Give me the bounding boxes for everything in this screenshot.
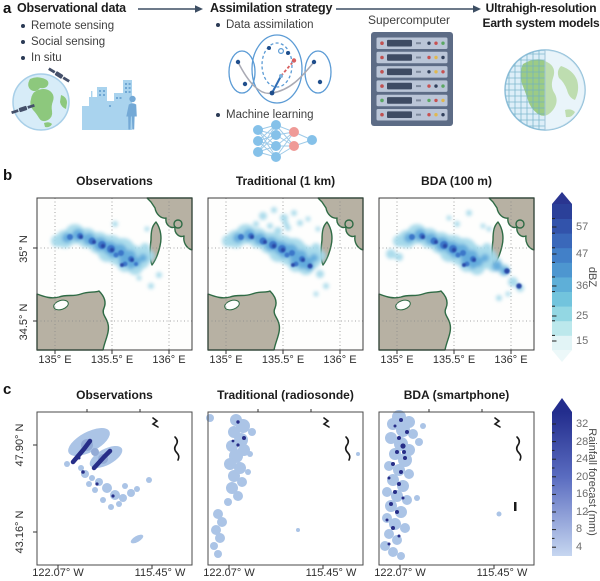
rain-tick-4: 4: [576, 541, 583, 553]
x-tick-label: 115.45° W: [476, 567, 528, 579]
list-item: Social sensing: [21, 34, 114, 50]
assimilation-item-da: Data assimilation: [216, 17, 314, 33]
satellite-icon: [11, 103, 35, 115]
x-tick-label: 135.5° E: [432, 354, 476, 366]
satellite-icon: [48, 67, 70, 83]
bullet-icon: [21, 56, 25, 60]
assimilation-item-ml: Machine learning: [216, 107, 314, 123]
rainfall-colorbar: [552, 398, 572, 556]
x-tick-label: 135.5° E: [261, 354, 305, 366]
server-rack-icon: [371, 32, 453, 126]
x-tick-label: 122.07° W: [203, 567, 255, 579]
list-item-label: Data assimilation: [226, 19, 314, 31]
map-b-bda: [378, 197, 535, 354]
rain-tick-8: 8: [576, 523, 583, 535]
list-item: Data assimilation: [216, 17, 314, 33]
list-item-label: Machine learning: [226, 109, 314, 121]
b-y-tick-35N: 35° N: [18, 235, 30, 263]
dbz-tick-36: 36: [576, 280, 589, 292]
x-tick-label: 122.07° W: [32, 567, 84, 579]
x-tick-label: 135° E: [209, 354, 243, 366]
panel-c-label: c: [3, 381, 12, 398]
assimilation-strategy-title: Assimilation strategy: [210, 1, 333, 15]
bullet-icon: [21, 40, 25, 44]
map-b2-x-axis: 135° E 135.5° E 136° E: [208, 354, 363, 368]
models-title: Ultrahigh-resolution Earth system models: [482, 1, 600, 31]
bullet-icon: [216, 113, 220, 117]
flow-arrow-icon: [336, 5, 481, 13]
neural-network-icon: [253, 120, 317, 162]
x-tick-label: 136° E: [494, 354, 528, 366]
city-sensing-icon: [82, 80, 137, 130]
bullet-icon: [216, 23, 220, 27]
dbz-colorbar: [552, 192, 572, 362]
person-icon: [126, 95, 137, 130]
map-c1-title: Observations: [76, 388, 153, 402]
map-c2-title: Traditional (radiosonde): [217, 388, 354, 402]
list-item-label: Remote sensing: [31, 20, 115, 32]
dbz-unit-label: dBZ: [586, 266, 598, 288]
x-tick-label: 135° E: [380, 354, 414, 366]
rain-tick-12: 12: [576, 506, 589, 518]
map-c1-x-axis: 122.07° W 115.45° W: [32, 567, 192, 581]
panel-b-label: b: [3, 167, 13, 184]
b-y-tick-34.5N: 34.5° N: [18, 303, 30, 341]
dbz-tick-47: 47: [576, 248, 589, 260]
list-item-label: Social sensing: [31, 36, 106, 48]
map-c-observations: [33, 409, 193, 569]
observational-data-list: Remote sensing Social sensing In situ: [21, 18, 114, 66]
x-tick-label: 122.07° W: [374, 567, 426, 579]
bullet-icon: [21, 24, 25, 28]
x-tick-label: 136° E: [152, 354, 186, 366]
x-tick-label: 115.45° W: [305, 567, 357, 579]
map-c-traditional: [206, 409, 364, 569]
dbz-tick-15: 15: [576, 335, 589, 347]
dbz-tick-57: 57: [576, 221, 589, 233]
list-item: Machine learning: [216, 107, 314, 123]
dbz-tick-25: 25: [576, 310, 589, 322]
list-item: In situ: [21, 50, 114, 66]
map-b2-title: Traditional (1 km): [235, 174, 336, 188]
rain-tick-20: 20: [576, 471, 589, 483]
map-c3-title: BDA (smartphone): [403, 388, 510, 402]
x-tick-label: 115.45° W: [134, 567, 186, 579]
x-tick-label: 135.5° E: [90, 354, 134, 366]
map-b1-x-axis: 135° E 135.5° E 136° E: [37, 354, 192, 368]
map-b-traditional: [207, 197, 364, 354]
map-b1-title: Observations: [76, 174, 153, 188]
ensemble-ellipses-icon: [228, 34, 332, 104]
rainfall-unit-label: Rainfall forecast (mm): [586, 428, 598, 536]
map-c-bda: [378, 409, 535, 569]
map-b-observations: [33, 197, 193, 354]
observational-data-title: Observational data: [17, 1, 126, 15]
gridded-globe-icon: [504, 49, 586, 131]
models-title-line2: Earth system models: [482, 16, 600, 30]
rain-tick-24: 24: [576, 453, 589, 465]
c-y-tick-43.16N: 43.16° N: [14, 510, 26, 554]
models-title-line1: Ultrahigh-resolution: [485, 1, 597, 15]
flow-arrow-icon: [138, 5, 203, 13]
panel-a-label: a: [3, 0, 12, 17]
map-b3-title: BDA (100 m): [421, 174, 492, 188]
x-tick-label: 136° E: [323, 354, 357, 366]
list-item: Remote sensing: [21, 18, 114, 34]
map-b3-x-axis: 135° E 135.5° E 136° E: [379, 354, 534, 368]
map-c3-x-axis: 122.07° W 115.45° W: [374, 567, 534, 581]
globe-satellites-icon: [11, 67, 70, 131]
x-tick-label: 135° E: [38, 354, 72, 366]
list-item-label: In situ: [31, 52, 62, 64]
rain-tick-28: 28: [576, 436, 589, 448]
map-c2-x-axis: 122.07° W 115.45° W: [203, 567, 363, 581]
rain-tick-16: 16: [576, 488, 589, 500]
rain-tick-32: 32: [576, 418, 589, 430]
c-y-tick-47.90N: 47.90° N: [14, 423, 26, 467]
supercomputer-label: Supercomputer: [367, 13, 451, 27]
